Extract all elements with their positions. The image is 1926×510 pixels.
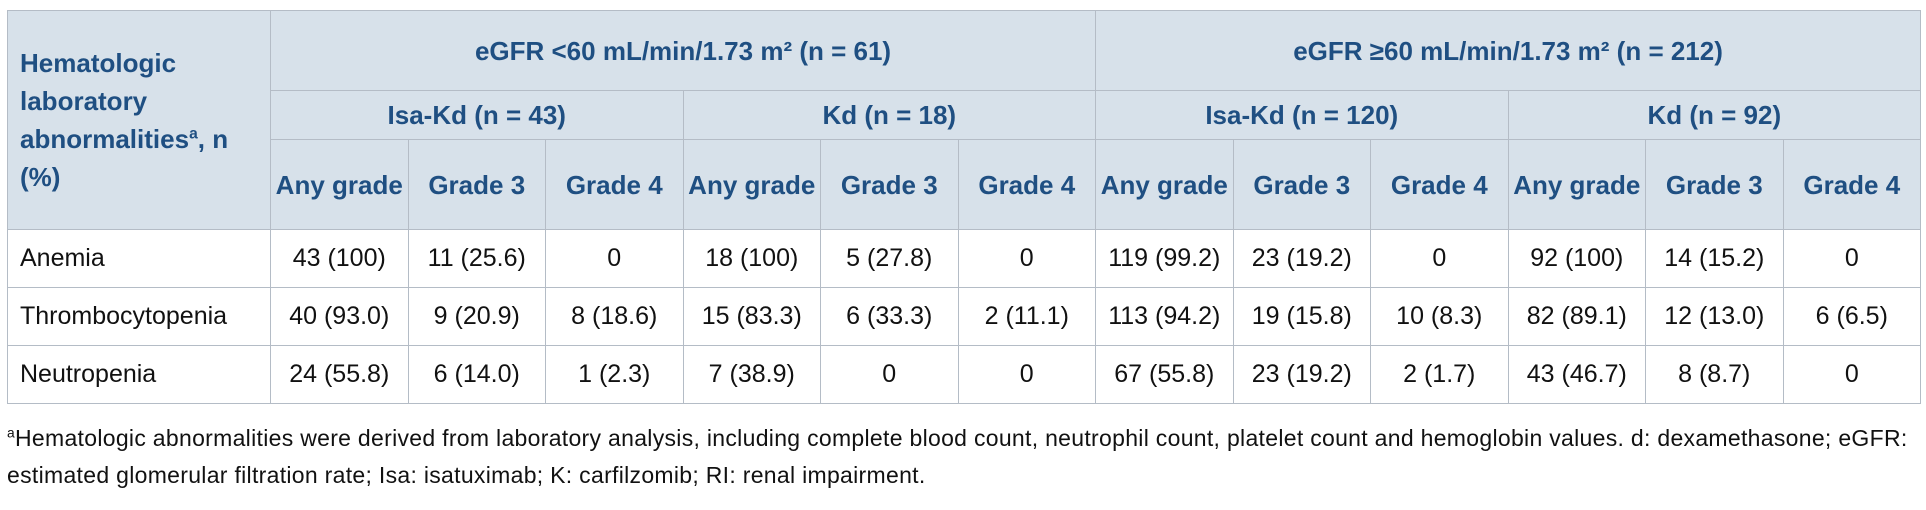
subgroup-header: Kd (n = 18): [682, 90, 1097, 140]
cell: 23 (19.2): [1232, 345, 1372, 404]
column-header: Grade 3: [820, 139, 959, 230]
column-header: Grade 3: [407, 139, 546, 230]
cell: 9 (20.9): [407, 287, 546, 346]
cell: 5 (27.8): [820, 229, 959, 288]
footnote-mark: a: [7, 425, 15, 441]
cell: 15 (83.3): [682, 287, 821, 346]
cell: 23 (19.2): [1232, 229, 1372, 288]
cell: 14 (15.2): [1645, 229, 1784, 288]
header-row: Isa-Kd (n = 43) Kd (n = 18) Isa-Kd (n = 12…: [8, 90, 1922, 140]
cell: 0: [820, 345, 959, 404]
subgroup-header: Kd (n = 92): [1507, 90, 1922, 140]
column-header: Grade 4: [1370, 139, 1509, 230]
group-header: eGFR <60 mL/min/1.73 m² (n = 61): [269, 10, 1097, 91]
cell: 82 (89.1): [1507, 287, 1647, 346]
cell: 6 (6.5): [1782, 287, 1922, 346]
column-header: Grade 4: [957, 139, 1097, 230]
cell: 0: [1782, 345, 1922, 404]
cell: 24 (55.8): [270, 345, 409, 404]
row-label: Thrombocytopenia: [7, 287, 271, 346]
footnote-mark: a: [189, 125, 198, 143]
cell: 119 (99.2): [1095, 229, 1234, 288]
row-header-suffix: , n (%): [20, 124, 229, 192]
cell: 0: [545, 229, 684, 288]
column-header: Any grade: [1507, 139, 1647, 230]
cell: 18 (100): [682, 229, 821, 288]
table-row: Anemia 43 (100) 11 (25.6) 0 18 (100) 5 (27.8)…: [7, 229, 1922, 288]
column-header: Grade 3: [1645, 139, 1784, 230]
subgroup-header: Isa-Kd (n = 120): [1095, 90, 1509, 140]
cell: 2 (11.1): [957, 287, 1097, 346]
cell: 0: [957, 229, 1097, 288]
row-label: Anemia: [7, 229, 271, 288]
cell: 0: [957, 345, 1097, 404]
cell: 67 (55.8): [1095, 345, 1234, 404]
cell: 10 (8.3): [1370, 287, 1509, 346]
row-header-text: Hematologic laboratory abnormalities: [20, 48, 190, 154]
cell: 6 (33.3): [820, 287, 959, 346]
column-header: Any grade: [1095, 139, 1234, 230]
group-header: eGFR ≥60 mL/min/1.73 m² (n = 212): [1095, 10, 1922, 91]
column-header: Any grade: [270, 139, 409, 230]
cell: 8 (8.7): [1645, 345, 1784, 404]
cell: 6 (14.0): [407, 345, 546, 404]
cell: 19 (15.8): [1232, 287, 1372, 346]
cell: 1 (2.3): [545, 345, 684, 404]
table-row: Neutropenia 24 (55.8) 6 (14.0) 1 (2.3) 7 (38…: [7, 345, 1922, 404]
row-label: Neutropenia: [7, 345, 271, 404]
column-header: Any grade: [682, 139, 821, 230]
cell: 8 (18.6): [545, 287, 684, 346]
table-body: Anemia 43 (100) 11 (25.6) 0 18 (100) 5 (27.8)…: [7, 229, 1922, 404]
cell: 113 (94.2): [1095, 287, 1234, 346]
column-header: Grade 4: [1782, 139, 1922, 230]
row-header: Hematologic laboratory abnormalitiesa, n…: [7, 10, 271, 230]
data-table: Hematologic laboratory abnormalitiesa, n…: [7, 10, 1922, 404]
header-row: Hematologic laboratory abnormalitiesa, n…: [7, 10, 1922, 230]
cell: 12 (13.0): [1645, 287, 1784, 346]
cell: 43 (100): [270, 229, 409, 288]
cell: 0: [1370, 229, 1509, 288]
subgroup-header: Isa-Kd (n = 43): [270, 90, 684, 140]
cell: 40 (93.0): [270, 287, 409, 346]
cell: 0: [1782, 229, 1922, 288]
column-header: Grade 4: [545, 139, 684, 230]
table-row: Thrombocytopenia 40 (93.0) 9 (20.9) 8 (18.6…: [7, 287, 1922, 346]
cell: 7 (38.9): [682, 345, 821, 404]
cell: 43 (46.7): [1507, 345, 1647, 404]
column-header: Grade 3: [1232, 139, 1372, 230]
cell: 11 (25.6): [407, 229, 546, 288]
cell: 92 (100): [1507, 229, 1647, 288]
cell: 2 (1.7): [1370, 345, 1509, 404]
footnote: aHematologic abnormalities were derived …: [7, 420, 1920, 494]
footnote-text: Hematologic abnormalities were derived f…: [7, 425, 1908, 488]
